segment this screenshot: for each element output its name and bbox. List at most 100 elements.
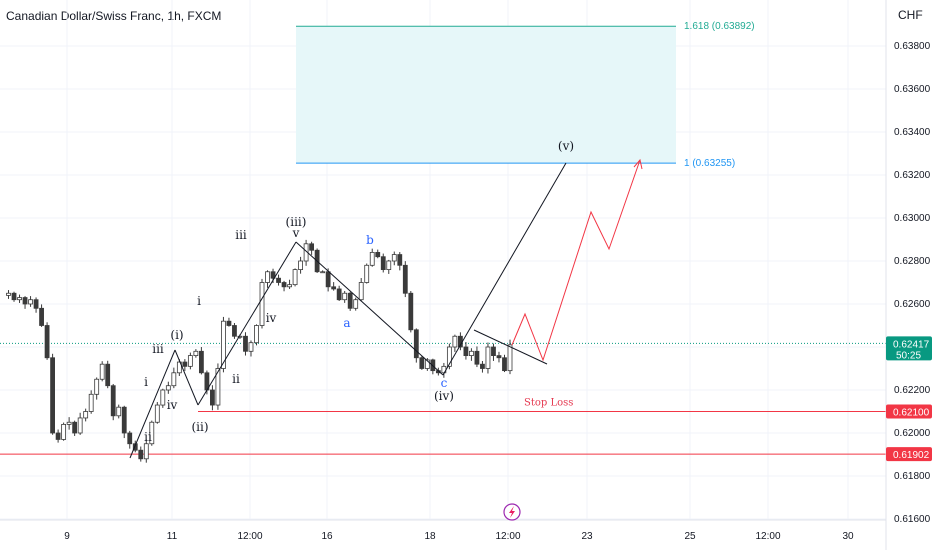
wave-label-10: v xyxy=(292,226,300,240)
wave-label-8: iii xyxy=(235,228,247,242)
price-axis: 0.63800 0.63600 0.63400 0.63200 0.63000 0.628… xyxy=(885,0,931,550)
candle-body xyxy=(397,254,403,266)
candle-body xyxy=(221,320,226,369)
candle-body xyxy=(105,363,111,387)
price-tick-label: 0.63000 xyxy=(894,213,931,224)
candle-body xyxy=(110,385,116,417)
time-tick-label: 9 xyxy=(64,531,70,542)
lightning-icon xyxy=(509,506,515,518)
candle-body xyxy=(391,254,397,262)
candle-body xyxy=(232,325,237,337)
wave-label-14: c xyxy=(441,376,448,390)
wave-line xyxy=(295,241,444,376)
candle-body xyxy=(187,355,193,367)
candle-body xyxy=(160,389,166,406)
price-tick-label: 0.62800 xyxy=(894,256,931,267)
candle-body xyxy=(485,346,491,369)
candle-body xyxy=(320,271,326,274)
wave-label-16: (v) xyxy=(558,139,574,153)
candle-body xyxy=(402,264,408,294)
candle-body xyxy=(17,297,22,301)
candle-body xyxy=(44,325,50,359)
stop-loss-price-badge-bg xyxy=(886,404,932,419)
candle-body xyxy=(419,357,425,369)
candle-body xyxy=(281,282,287,288)
triangle-upper-line xyxy=(473,329,548,365)
time-tick-label: 11 xyxy=(167,531,178,542)
time-tick-label: 12:00 xyxy=(237,531,262,542)
candle-body xyxy=(270,271,276,279)
time-tick-label: 12:00 xyxy=(755,531,780,542)
candle-body xyxy=(507,344,513,372)
wave-label-12: a xyxy=(343,316,350,330)
current-price-badge: 0.62417 xyxy=(893,339,930,350)
candle-body xyxy=(154,404,160,423)
projection-arrowhead xyxy=(633,158,643,170)
candle-body xyxy=(502,357,507,372)
candle-body xyxy=(276,277,281,283)
candlesticks xyxy=(6,239,513,463)
candle-body xyxy=(463,346,469,356)
candle-body xyxy=(364,264,370,283)
price-tick-label: 0.62600 xyxy=(894,299,931,310)
candle-body xyxy=(226,320,232,326)
wave-label-2: iii xyxy=(152,342,164,356)
candle-body xyxy=(248,342,254,352)
candle-body xyxy=(259,282,265,326)
current-price-badge-countdown: 50:25 xyxy=(896,350,921,361)
candle-body xyxy=(369,251,375,266)
candle-body xyxy=(347,292,353,309)
wave-label-15: (iv) xyxy=(434,389,454,403)
candle-body xyxy=(424,359,430,369)
candle-body xyxy=(66,421,72,425)
candle-body xyxy=(243,335,248,352)
candle-body xyxy=(121,406,127,434)
candle-body xyxy=(469,350,474,356)
candle-body xyxy=(182,361,188,367)
candle-body xyxy=(309,243,315,251)
candle-body xyxy=(193,350,199,356)
candle-body xyxy=(138,449,144,460)
candle-body xyxy=(55,432,61,440)
wave-line xyxy=(197,241,297,406)
candle-body xyxy=(380,256,386,271)
candle-body xyxy=(298,260,303,270)
time-tick-label: 18 xyxy=(424,531,436,542)
wave-label-11: (iii) xyxy=(286,215,307,229)
wave-drawings xyxy=(129,158,643,459)
candle-body xyxy=(143,443,149,460)
time-tick-label: 16 xyxy=(321,531,333,542)
candle-body xyxy=(132,443,138,451)
candle-body xyxy=(342,292,348,301)
price-tick-label: 0.63400 xyxy=(894,127,931,138)
candle-body xyxy=(149,421,155,445)
candle-body xyxy=(39,307,44,326)
candle-body xyxy=(165,385,171,391)
support-price-badge-bg xyxy=(886,447,932,462)
support-price-badge: 0.61902 xyxy=(893,450,930,461)
price-tick-label: 0.63600 xyxy=(894,84,931,95)
price-tick-label: 0.61800 xyxy=(894,471,931,482)
candle-body xyxy=(127,432,133,445)
candle-body xyxy=(491,346,496,356)
price-tick-label: 0.63200 xyxy=(894,170,931,181)
wave-line xyxy=(442,162,567,376)
currency-label[interactable]: CHF xyxy=(898,8,923,22)
candle-body xyxy=(77,417,83,434)
candle-body xyxy=(358,282,364,301)
candle-body xyxy=(353,299,359,309)
candle-body xyxy=(28,299,33,305)
candle-body xyxy=(446,346,452,367)
price-tick-label: 0.63800 xyxy=(894,41,931,52)
chart-grid xyxy=(0,0,886,520)
candle-body xyxy=(480,363,485,369)
wave-label-6: i xyxy=(197,294,201,308)
projection-path xyxy=(511,159,641,362)
candle-body xyxy=(496,355,502,359)
wave-label-3: iv xyxy=(167,398,178,412)
price-tick-label: 0.61600 xyxy=(894,514,931,525)
wave-label-5: (ii) xyxy=(191,420,208,434)
